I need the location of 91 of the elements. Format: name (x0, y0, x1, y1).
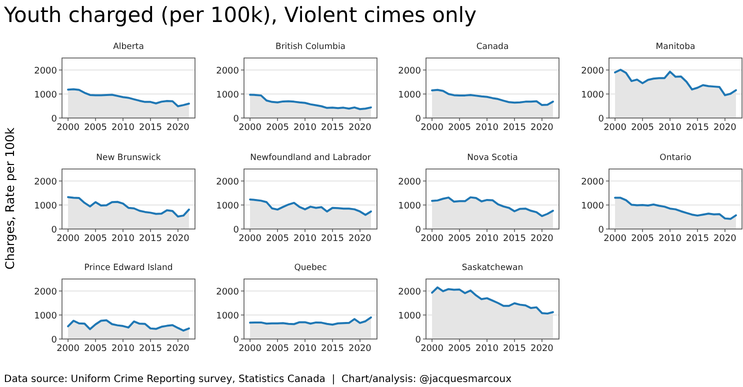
y-tick-label: 2000 (398, 287, 422, 298)
x-tick-label: 2015 (139, 123, 162, 133)
x-tick-label: 2005 (631, 123, 654, 133)
x-tick-label: 2020 (530, 123, 554, 133)
x-tick-label: 2015 (503, 344, 526, 354)
x-tick-label: 2020 (166, 344, 190, 354)
y-tick-label: 2000 (581, 66, 604, 76)
source-note: Data source: Uniform Crime Reporting survey, Statistics Canada | Chart/analysis: @jacquesmarcoux (4, 374, 512, 385)
y-tick-label: 1000 (34, 201, 58, 212)
x-tick-label: 2015 (686, 234, 709, 244)
y-tick-label: 1000 (216, 201, 240, 212)
x-tick-label: 2005 (266, 123, 289, 133)
y-tick-label: 2000 (398, 66, 422, 76)
chart-title: Canada (476, 42, 509, 52)
y-tick-label: 0 (233, 225, 240, 236)
chart-title: British Columbia (275, 42, 346, 52)
text: Charges, Rate per 100k (3, 128, 17, 270)
x-tick-label: 2010 (294, 123, 317, 133)
y-tick-label: 0 (415, 225, 422, 236)
y-tick-label: 0 (51, 114, 58, 124)
x-tick-label: 2010 (112, 344, 135, 354)
y-tick-label: 2000 (216, 287, 240, 298)
x-tick-label: 2005 (84, 344, 107, 354)
y-tick-label: 2000 (34, 287, 58, 298)
y-tick-label: 0 (415, 335, 422, 346)
y-tick-label: 2000 (216, 66, 240, 76)
chart-title: Quebec (294, 263, 328, 273)
y-tick-label: 1000 (398, 90, 422, 100)
x-tick-label: 2005 (448, 234, 471, 244)
x-tick-label: 2020 (348, 344, 372, 354)
x-tick-label: 2020 (530, 344, 554, 354)
chart-title: Nova Scotia (467, 153, 518, 163)
y-tick-label: 0 (51, 335, 58, 346)
x-tick-label: 2005 (84, 123, 107, 133)
x-tick-label: 2005 (631, 234, 654, 244)
x-tick-label: 2020 (348, 123, 372, 133)
x-tick-label: 2010 (658, 234, 682, 244)
x-tick-label: 2015 (139, 344, 162, 354)
chart-title: Saskatchewan (462, 263, 524, 273)
y-tick-label: 1000 (34, 90, 58, 100)
x-tick-label: 2010 (294, 234, 317, 244)
y-tick-label: 1000 (216, 311, 240, 322)
x-tick-label: 2020 (348, 234, 372, 244)
y-tick-label: 1000 (581, 90, 604, 100)
x-tick-label: 2020 (714, 123, 737, 133)
x-tick-label: 2010 (112, 123, 135, 133)
x-tick-label: 2015 (503, 234, 526, 244)
x-tick-label: 2010 (112, 234, 135, 244)
text: Youth charged (per 100k), Violent cimes only (3, 3, 477, 27)
y-tick-label: 2000 (34, 66, 58, 76)
y-tick-label: 0 (598, 114, 604, 124)
x-tick-label: 2015 (321, 234, 344, 244)
x-tick-label: 2015 (321, 344, 344, 354)
x-tick-label: 2010 (476, 123, 499, 133)
y-tick-label: 0 (51, 225, 58, 236)
x-tick-label: 2005 (448, 344, 471, 354)
y-tick-label: 1000 (216, 90, 240, 100)
y-tick-label: 1000 (398, 201, 422, 212)
y-tick-label: 0 (415, 114, 422, 124)
chart-title: Ontario (660, 153, 692, 163)
x-tick-label: 2005 (84, 234, 107, 244)
chart-title: Alberta (113, 42, 144, 52)
chart-title: Newfoundland and Labrador (250, 153, 372, 163)
y-tick-label: 1000 (398, 311, 422, 322)
x-tick-label: 2020 (166, 123, 190, 133)
x-tick-label: 2010 (476, 344, 499, 354)
y-tick-label: 2000 (398, 177, 422, 188)
x-tick-label: 2010 (658, 123, 682, 133)
y-tick-label: 0 (233, 114, 240, 124)
x-tick-label: 2015 (503, 123, 526, 133)
x-tick-label: 2015 (139, 234, 162, 244)
y-tick-label: 2000 (34, 177, 58, 188)
x-tick-label: 2005 (266, 234, 289, 244)
y-tick-label: 1000 (34, 311, 58, 322)
x-tick-label: 2005 (266, 344, 289, 354)
x-tick-label: 2020 (714, 234, 737, 244)
chart-title: Manitoba (656, 42, 696, 52)
x-tick-label: 2020 (530, 234, 554, 244)
x-tick-label: 2010 (294, 344, 317, 354)
chart-title: Prince Edward Island (84, 263, 173, 273)
y-tick-label: 2000 (581, 177, 604, 188)
x-tick-label: 2015 (686, 123, 709, 133)
x-tick-label: 2005 (448, 123, 471, 133)
y-tick-label: 0 (598, 225, 604, 236)
y-tick-label: 0 (233, 335, 240, 346)
chart-title: New Brunswick (96, 153, 161, 163)
x-tick-label: 2010 (476, 234, 499, 244)
x-tick-label: 2015 (321, 123, 344, 133)
y-tick-label: 1000 (581, 201, 604, 212)
x-tick-label: 2020 (166, 234, 190, 244)
y-tick-label: 2000 (216, 177, 240, 188)
